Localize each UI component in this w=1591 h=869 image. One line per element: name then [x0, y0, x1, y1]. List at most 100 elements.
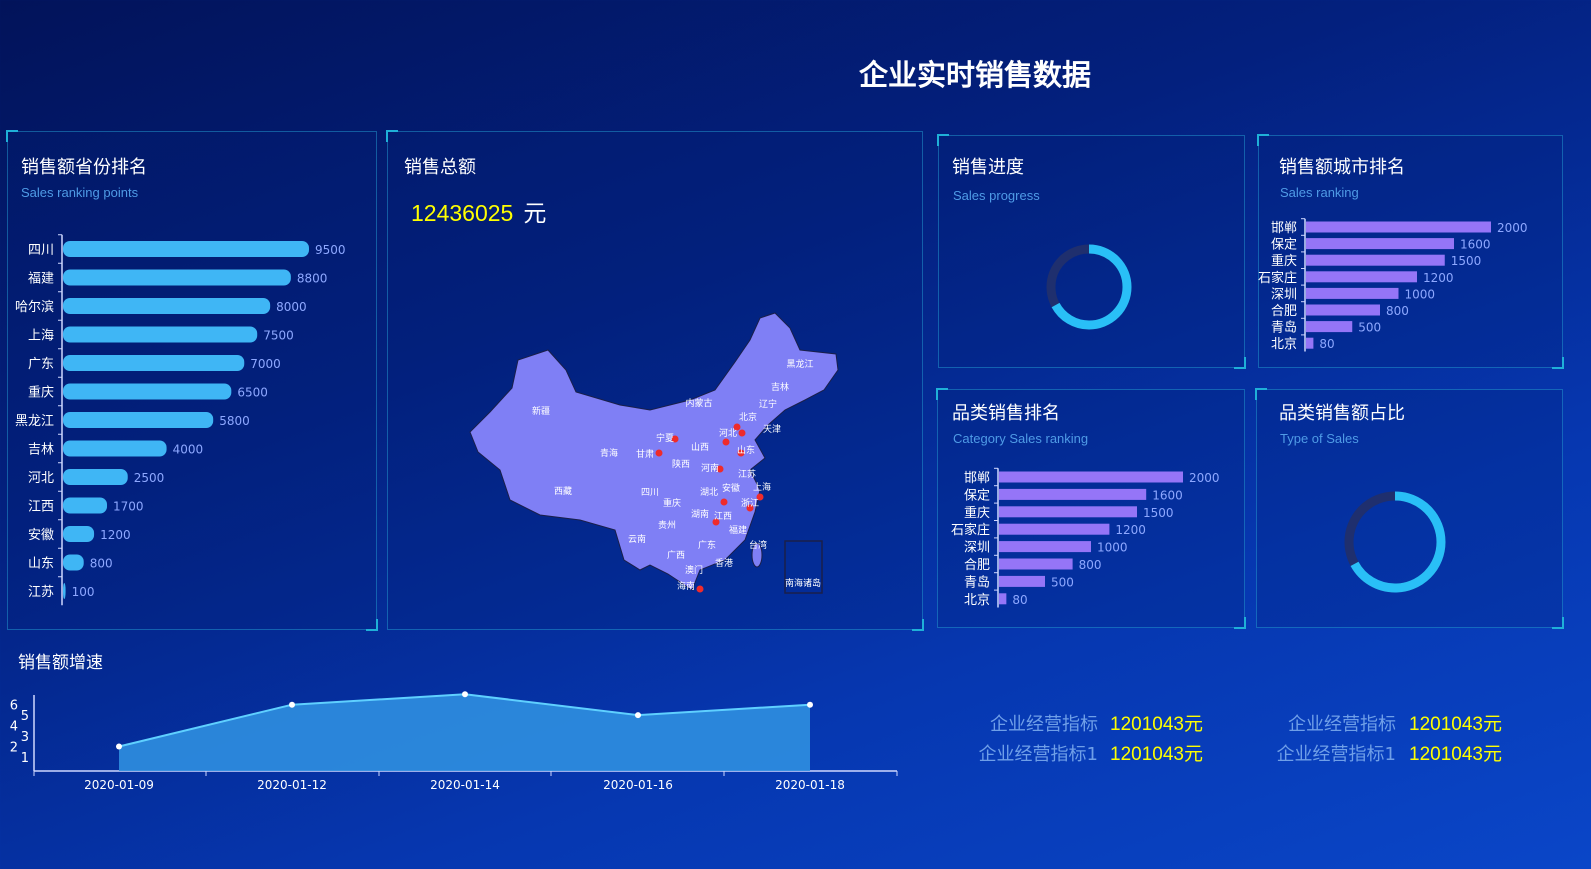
- province-value-label: 4000: [173, 443, 204, 457]
- sales-progress-title: 销售进度: [952, 157, 1024, 178]
- province-category-label: 重庆: [28, 385, 54, 401]
- province-bar: [63, 583, 66, 599]
- map-region-label: 黑龙江: [786, 358, 813, 370]
- sales-total-value: 12436025: [411, 200, 514, 226]
- province-bar: [63, 440, 167, 457]
- map-region-label: 广东: [698, 539, 716, 551]
- province-category-label: 河北: [28, 471, 54, 486]
- city-category-label: 石家庄: [1258, 270, 1297, 286]
- city-marker: [716, 465, 724, 473]
- growth-y-tick-label: 6: [10, 699, 18, 714]
- province-value-label: 9500: [315, 243, 346, 257]
- growth-point: [116, 743, 122, 750]
- city-ranking-subtitle: Sales ranking: [1280, 185, 1359, 200]
- city-category-label: 北京: [1271, 337, 1297, 352]
- growth-area: [119, 694, 810, 771]
- province-value-label: 800: [90, 557, 113, 571]
- city-bar: [1306, 287, 1399, 299]
- map-region-label: 江西: [714, 511, 732, 522]
- province-bar: [63, 412, 214, 428]
- growth-y-tick-label: 5: [21, 709, 29, 724]
- category-bar: [999, 523, 1110, 535]
- category-category-label: 青岛: [964, 574, 990, 590]
- province-bar: [63, 383, 232, 400]
- map-region-label: 台湾: [749, 539, 767, 551]
- category_share-donut-arc: [1344, 491, 1446, 593]
- map-region-label: 重庆: [663, 497, 681, 509]
- province-bar: [63, 497, 108, 514]
- map-region-label: 云南: [628, 533, 646, 545]
- city-value-label: 1500: [1451, 254, 1482, 268]
- indicator-label: 企业经营指标1: [1276, 744, 1396, 765]
- province-category-label: 广东: [28, 357, 54, 372]
- province-value-label: 8000: [276, 300, 307, 314]
- growth-y-tick-label: 1: [21, 751, 29, 766]
- map-region-label: 南海诸岛: [785, 577, 821, 589]
- city-category-label: 青岛: [1271, 320, 1297, 336]
- map-region-label: 西藏: [554, 485, 572, 497]
- category-value-label: 2000: [1189, 471, 1220, 485]
- province-bar: [63, 269, 291, 286]
- map-region-label: 海南: [677, 580, 695, 592]
- growth-y-tick-label: 3: [21, 730, 29, 745]
- province-value-label: 1200: [100, 528, 131, 542]
- city-marker: [756, 493, 764, 501]
- city-category-label: 邯郸: [1271, 221, 1297, 236]
- city-marker: [671, 435, 679, 443]
- city-marker: [722, 438, 730, 446]
- growth-y-tick-label: 2: [10, 741, 18, 756]
- category-value-label: 800: [1079, 558, 1102, 572]
- map-region-label: 香港: [715, 557, 733, 569]
- province-category-label: 上海: [28, 329, 54, 344]
- sales-total-amount: 12436025 元: [411, 194, 546, 228]
- city-marker: [738, 429, 746, 437]
- map-region-label: 青海: [600, 447, 618, 459]
- province-ranking-title: 销售额省份排名: [21, 157, 147, 178]
- map-region-label: 湖南: [691, 508, 709, 520]
- indicator-value: 1201043元: [1409, 714, 1502, 735]
- city-marker: [712, 518, 720, 526]
- map-region-label: 陕西: [672, 458, 690, 470]
- sales-progress-subtitle: Sales progress: [953, 188, 1040, 203]
- province-bar: [63, 526, 95, 542]
- city-bar: [1306, 238, 1454, 250]
- province-bar: [63, 326, 258, 343]
- map-region-label: 上海: [753, 481, 771, 493]
- sales-total-title: 销售总额: [404, 157, 476, 178]
- map-region-label: 河北: [719, 427, 737, 439]
- sales-total-unit: 元: [523, 200, 547, 226]
- province-ranking-panel: [6, 130, 378, 631]
- category-category-label: 重庆: [964, 505, 990, 521]
- growth-point: [462, 691, 468, 698]
- category-category-label: 北京: [964, 593, 990, 608]
- city-bar: [1306, 337, 1314, 349]
- indicator-value: 1201043元: [1409, 744, 1502, 765]
- map-region-label: 湖北: [700, 487, 718, 498]
- category-value-label: 1500: [1143, 506, 1174, 520]
- map-region-label: 河南: [701, 462, 719, 474]
- progress-donut-arc: [1046, 244, 1132, 330]
- category-category-label: 深圳: [964, 541, 990, 556]
- category-category-label: 邯郸: [964, 471, 990, 486]
- city-marker: [655, 449, 663, 457]
- category-bar: [999, 575, 1045, 587]
- category-bar: [999, 471, 1183, 483]
- category-bar: [999, 488, 1147, 500]
- province-category-label: 山东: [28, 557, 54, 572]
- province-category-label: 安徽: [28, 528, 54, 543]
- city-value-label: 80: [1319, 337, 1334, 351]
- map-region-label: 吉林: [771, 381, 789, 393]
- province-bar: [63, 469, 128, 485]
- province-value-label: 2500: [134, 471, 165, 485]
- province-category-label: 哈尔滨: [15, 299, 54, 315]
- category-ranking-subtitle: Category Sales ranking: [953, 431, 1089, 446]
- province-bar: [63, 355, 245, 371]
- indicator-label: 企业经营指标: [1288, 714, 1396, 735]
- province-value-label: 6500: [237, 386, 268, 400]
- city-value-label: 2000: [1497, 221, 1528, 235]
- category-value-label: 1600: [1152, 488, 1183, 502]
- city-marker: [746, 504, 754, 512]
- province-bar: [63, 554, 84, 571]
- map-region-label: 北京: [739, 411, 757, 423]
